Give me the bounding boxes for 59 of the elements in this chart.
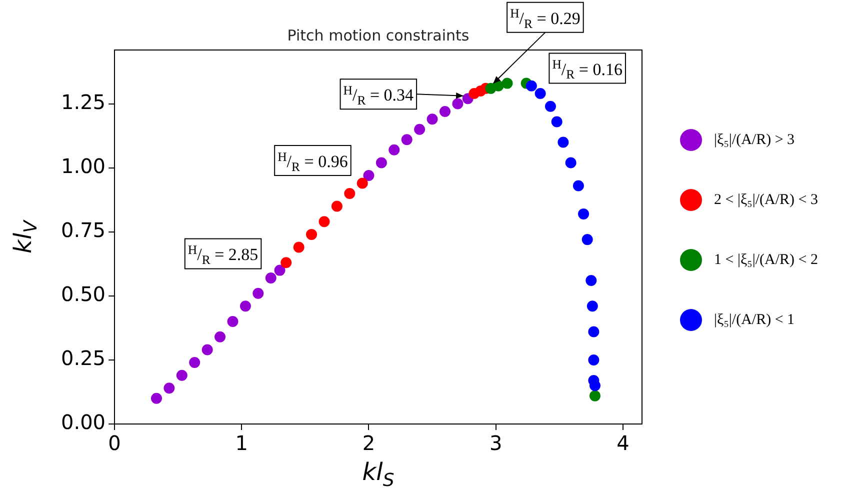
point	[439, 106, 450, 117]
point	[363, 170, 374, 182]
point	[588, 354, 600, 366]
point	[318, 216, 330, 228]
x-tick-label: 3	[489, 431, 502, 456]
x-tick-label: 2	[362, 431, 376, 456]
point	[331, 200, 342, 212]
point	[306, 228, 318, 240]
point	[150, 392, 162, 404]
point	[565, 157, 576, 168]
point	[274, 264, 286, 276]
y-axis-title: klV	[8, 218, 42, 254]
point	[202, 344, 213, 356]
point	[589, 380, 600, 392]
point	[252, 288, 264, 299]
point	[586, 275, 597, 286]
point	[558, 136, 569, 148]
point	[526, 80, 537, 92]
point	[344, 188, 356, 199]
point	[578, 208, 590, 220]
point	[401, 134, 412, 146]
point	[534, 88, 546, 100]
legend-label: |ξ₅|/(A/R) < 1	[714, 312, 795, 328]
point	[214, 331, 226, 342]
legend-label: |ξ₅|/(A/R) > 3	[714, 132, 795, 148]
point	[376, 157, 387, 168]
point	[388, 144, 400, 156]
x-tick-label: 4	[616, 431, 630, 456]
point	[240, 300, 251, 312]
y-tick-label: 0.25	[61, 346, 106, 370]
point	[280, 257, 292, 268]
y-tick-label: 1.00	[61, 154, 106, 178]
point	[227, 316, 238, 328]
point	[572, 180, 584, 192]
x-tick-label: 1	[235, 431, 248, 456]
y-tick-label: 0.75	[61, 218, 106, 242]
point	[189, 357, 200, 368]
legend-label: 1 < |ξ₅|/(A/R) < 2	[714, 252, 818, 268]
point	[551, 116, 562, 128]
point	[586, 300, 598, 312]
point	[265, 272, 276, 284]
legend-label: 2 < |ξ₅|/(A/R) < 3	[714, 192, 818, 208]
y-tick-label: 0.50	[61, 282, 106, 306]
point	[582, 234, 593, 246]
y-tick-label: 0.00	[61, 410, 106, 434]
point	[414, 124, 426, 135]
point	[589, 390, 600, 402]
point	[588, 326, 600, 338]
point	[502, 78, 513, 89]
point	[164, 382, 175, 394]
point	[426, 114, 438, 125]
x-tick-label: 0	[108, 431, 121, 456]
point	[293, 242, 304, 253]
chart-title: Pitch motion constraints	[287, 26, 470, 44]
point	[452, 98, 464, 110]
point	[356, 178, 368, 189]
point	[176, 370, 188, 381]
point	[544, 100, 556, 112]
y-tick-label: 1.25	[61, 90, 106, 114]
